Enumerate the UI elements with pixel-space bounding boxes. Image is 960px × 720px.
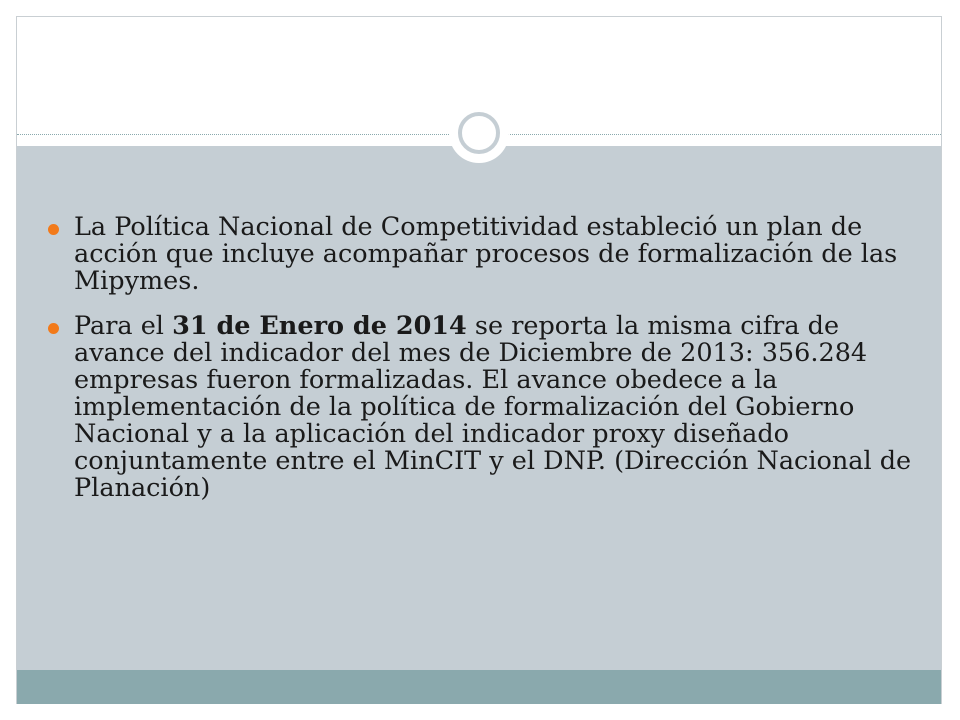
bullet-item: La Política Nacional de Competitividad e… (48, 214, 928, 295)
circle-ring-icon (458, 112, 500, 154)
bullet-date-bold: 31 de Enero de 2014 (172, 311, 467, 341)
bullet-text: La Política Nacional de Competitividad e… (74, 212, 898, 296)
bullet-list: La Política Nacional de Competitividad e… (48, 214, 928, 520)
bullet-text-before: Para el (74, 311, 173, 341)
bullet-text-after: se reporta la misma cifra de avance del … (74, 311, 912, 503)
bullet-item: Para el 31 de Enero de 2014 se reporta l… (48, 313, 928, 502)
content-area (17, 146, 941, 670)
footer-band (17, 670, 941, 704)
bullet-dot-icon (48, 224, 59, 235)
bullet-dot-icon (48, 323, 59, 334)
